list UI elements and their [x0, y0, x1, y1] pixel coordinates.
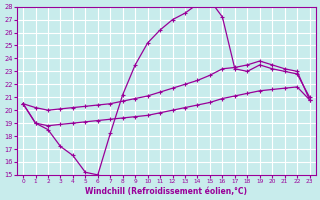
X-axis label: Windchill (Refroidissement éolien,°C): Windchill (Refroidissement éolien,°C): [85, 187, 247, 196]
